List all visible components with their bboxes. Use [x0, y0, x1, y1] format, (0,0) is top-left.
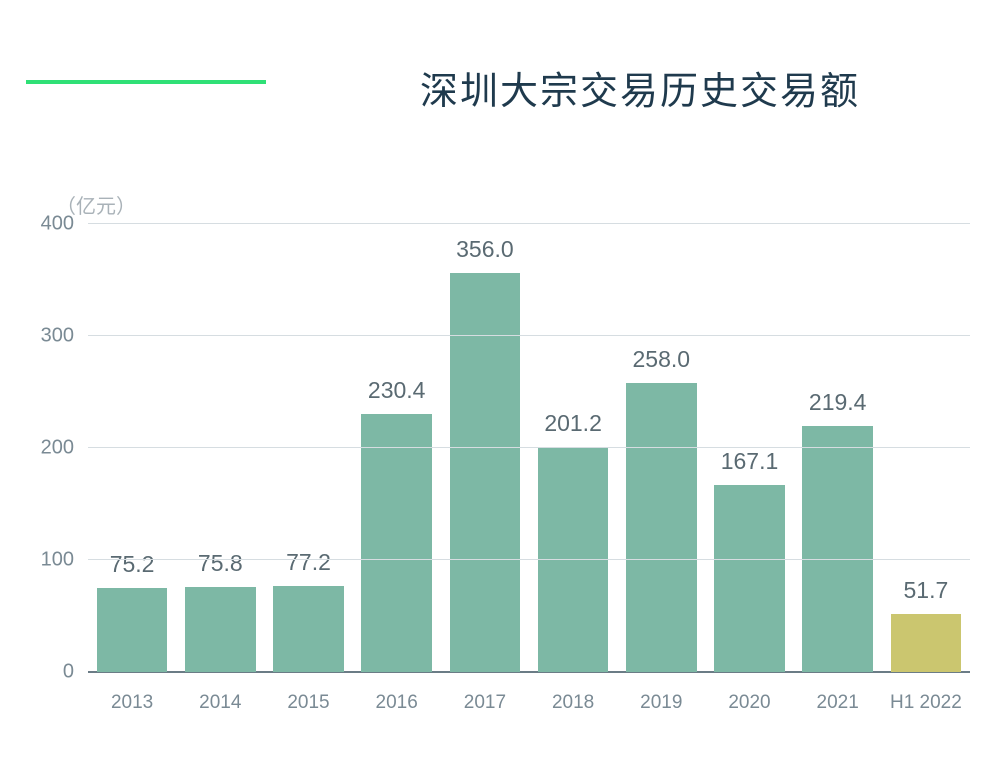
gridline — [88, 559, 970, 560]
chart-area: 75.2 75.8 77.2 230.4 356.0 201.2 258.0 167.1 219… — [88, 224, 970, 672]
bar — [891, 614, 962, 672]
bars-container: 75.2 75.8 77.2 230.4 356.0 201.2 258.0 167.1 219… — [88, 224, 970, 672]
value-label: 230.4 — [368, 377, 426, 404]
value-label: 219.4 — [809, 389, 867, 416]
xtick-label: 2013 — [111, 692, 153, 714]
gridline — [88, 223, 970, 224]
xtick-label: 2014 — [199, 692, 241, 714]
page-title: 深圳大宗交易历史交易额 — [420, 60, 860, 115]
ytick-label: 0 — [63, 661, 88, 684]
bar — [185, 587, 256, 672]
plot-area: 75.2 75.8 77.2 230.4 356.0 201.2 258.0 167.1 219… — [88, 224, 970, 672]
value-label: 258.0 — [633, 346, 691, 373]
ytick-label: 100 — [41, 549, 88, 572]
bar — [626, 383, 697, 672]
value-label: 356.0 — [456, 236, 514, 263]
xtick-label: 2016 — [376, 692, 418, 714]
value-label: 75.2 — [110, 551, 155, 578]
bar — [450, 273, 521, 672]
xtick-label: 2018 — [552, 692, 594, 714]
xtick-label: 2019 — [640, 692, 682, 714]
xtick-label: 2020 — [728, 692, 770, 714]
page: 深圳大宗交易历史交易额 （亿元） 75.275.877.2230.4356.02… — [0, 0, 1000, 772]
xtick-label: H1 2022 — [890, 692, 962, 714]
gridline — [88, 447, 970, 448]
bar — [714, 485, 785, 672]
ytick-label: 400 — [41, 213, 88, 236]
bar — [802, 426, 873, 672]
bar — [97, 588, 168, 672]
ytick-label: 300 — [41, 325, 88, 348]
ytick-label: 200 — [41, 437, 88, 460]
value-label: 201.2 — [544, 410, 602, 437]
bar — [273, 586, 344, 672]
xtick-label: 2017 — [464, 692, 506, 714]
xtick-label: 2015 — [287, 692, 329, 714]
bar — [361, 414, 432, 672]
value-label: 75.8 — [198, 550, 243, 577]
value-label: 51.7 — [904, 577, 949, 604]
accent-line — [26, 80, 266, 84]
xtick-label: 2021 — [817, 692, 859, 714]
value-label: 77.2 — [286, 549, 331, 576]
value-label: 167.1 — [721, 448, 779, 475]
gridline — [88, 335, 970, 336]
